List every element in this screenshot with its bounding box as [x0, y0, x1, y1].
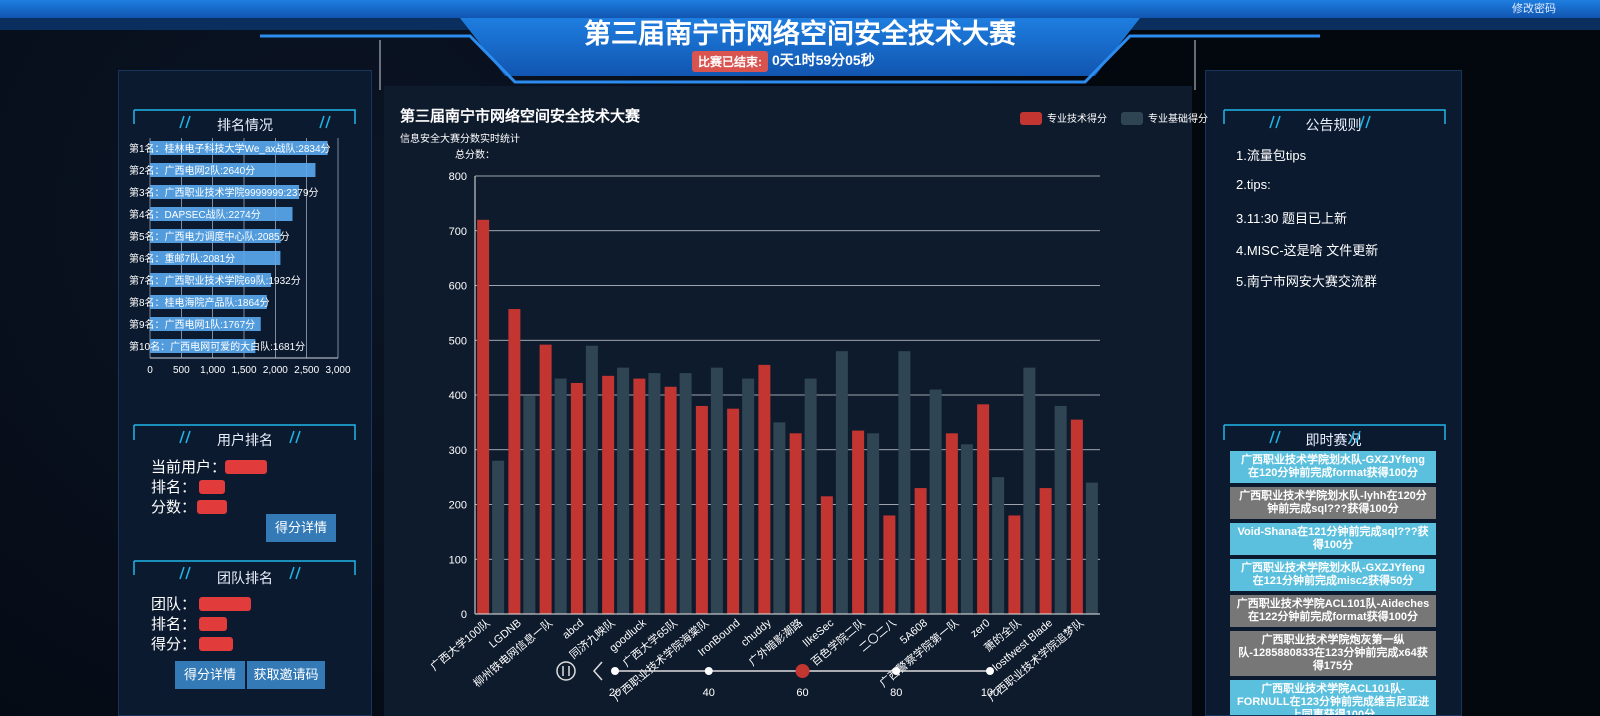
- notice-item: 4.MISC-这是啥 文件更新: [1236, 242, 1379, 258]
- feed-item: 广西职业技术学院划水队-GXZJYfeng在120分钟前完成format获得10…: [1230, 451, 1436, 483]
- page-title: 第三届南宁市网络空间安全技术大赛: [584, 19, 1016, 49]
- redacted: [197, 500, 227, 514]
- feed-item: 广西职业技术学院ACL101队-Aideches在122分钟前完成format获…: [1230, 595, 1436, 627]
- notice-item: 3.11:30 题目已上新: [1236, 211, 1348, 226]
- score-label: 分数：: [151, 499, 197, 516]
- invite-code-button[interactable]: 获取邀请码: [247, 661, 325, 689]
- feed-item: 广西职业技术学院划水队-lyhh在120分钟前完成sql???获得100分: [1230, 487, 1436, 519]
- feed-item: 广西职业技术学院炮灰第一纵队-1285880833在123分钟前完成x64获得1…: [1230, 631, 1436, 676]
- user-label: 当前用户：: [151, 459, 227, 476]
- left-panel: 排名情况 用户排名 当前用户： 排名： 分数： 得分详情 团队排名 团队： 排名…: [118, 70, 372, 716]
- live-feed: 广西职业技术学院划水队-GXZJYfeng在120分钟前完成format获得10…: [1230, 451, 1436, 715]
- prev-button[interactable]: [592, 661, 603, 681]
- notice-item: 1.流量包tips: [1236, 148, 1307, 163]
- redacted: [199, 597, 251, 611]
- section-title: 团队排名: [217, 570, 273, 586]
- rank-label: 排名：: [151, 479, 197, 496]
- header-line: [260, 34, 1320, 84]
- top-bar: [0, 0, 1600, 18]
- redacted: [225, 460, 267, 474]
- notice-item: 5.南宁市网安大赛交流群: [1236, 274, 1377, 289]
- header-frame: [0, 0, 1600, 90]
- feed-item: Void-Shana在121分钟前完成sql???获得100分: [1230, 523, 1436, 555]
- feed-item: 广西职业技术学院ACL101队-FORNULL在123分钟前完成维吉尼亚进上同事…: [1230, 680, 1436, 715]
- redacted: [199, 637, 233, 651]
- main-panel: [384, 86, 1192, 716]
- countdown: 0天1时59分05秒: [772, 52, 875, 68]
- score-label: 得分：: [151, 636, 197, 653]
- redacted: [199, 480, 225, 494]
- section-title: 排名情况: [217, 117, 273, 133]
- section-title: 即时赛况: [1305, 432, 1362, 448]
- status-badge: 比赛已结束:: [692, 51, 768, 72]
- team-label: 团队：: [151, 596, 197, 613]
- score-detail-button[interactable]: 得分详情: [266, 514, 336, 542]
- play-button[interactable]: [556, 661, 576, 681]
- notice-item: 2.tips:: [1236, 176, 1271, 192]
- section-title: 公告规则: [1305, 117, 1362, 133]
- change-password[interactable]: 修改密码: [1512, 3, 1556, 15]
- feed-item: 广西职业技术学院划水队-GXZJYfeng在121分钟前完成misc2获得50分: [1230, 559, 1436, 591]
- title-plate: [460, 18, 1140, 76]
- redacted: [199, 617, 227, 631]
- rank-label: 排名：: [151, 616, 197, 633]
- score-detail-button[interactable]: 得分详情: [175, 661, 245, 689]
- right-panel: 公告规则 1.流量包tips 2.tips: 3.11:30 题目已上新 4.MISC…: [1205, 70, 1462, 716]
- section-title: 用户排名: [217, 432, 273, 448]
